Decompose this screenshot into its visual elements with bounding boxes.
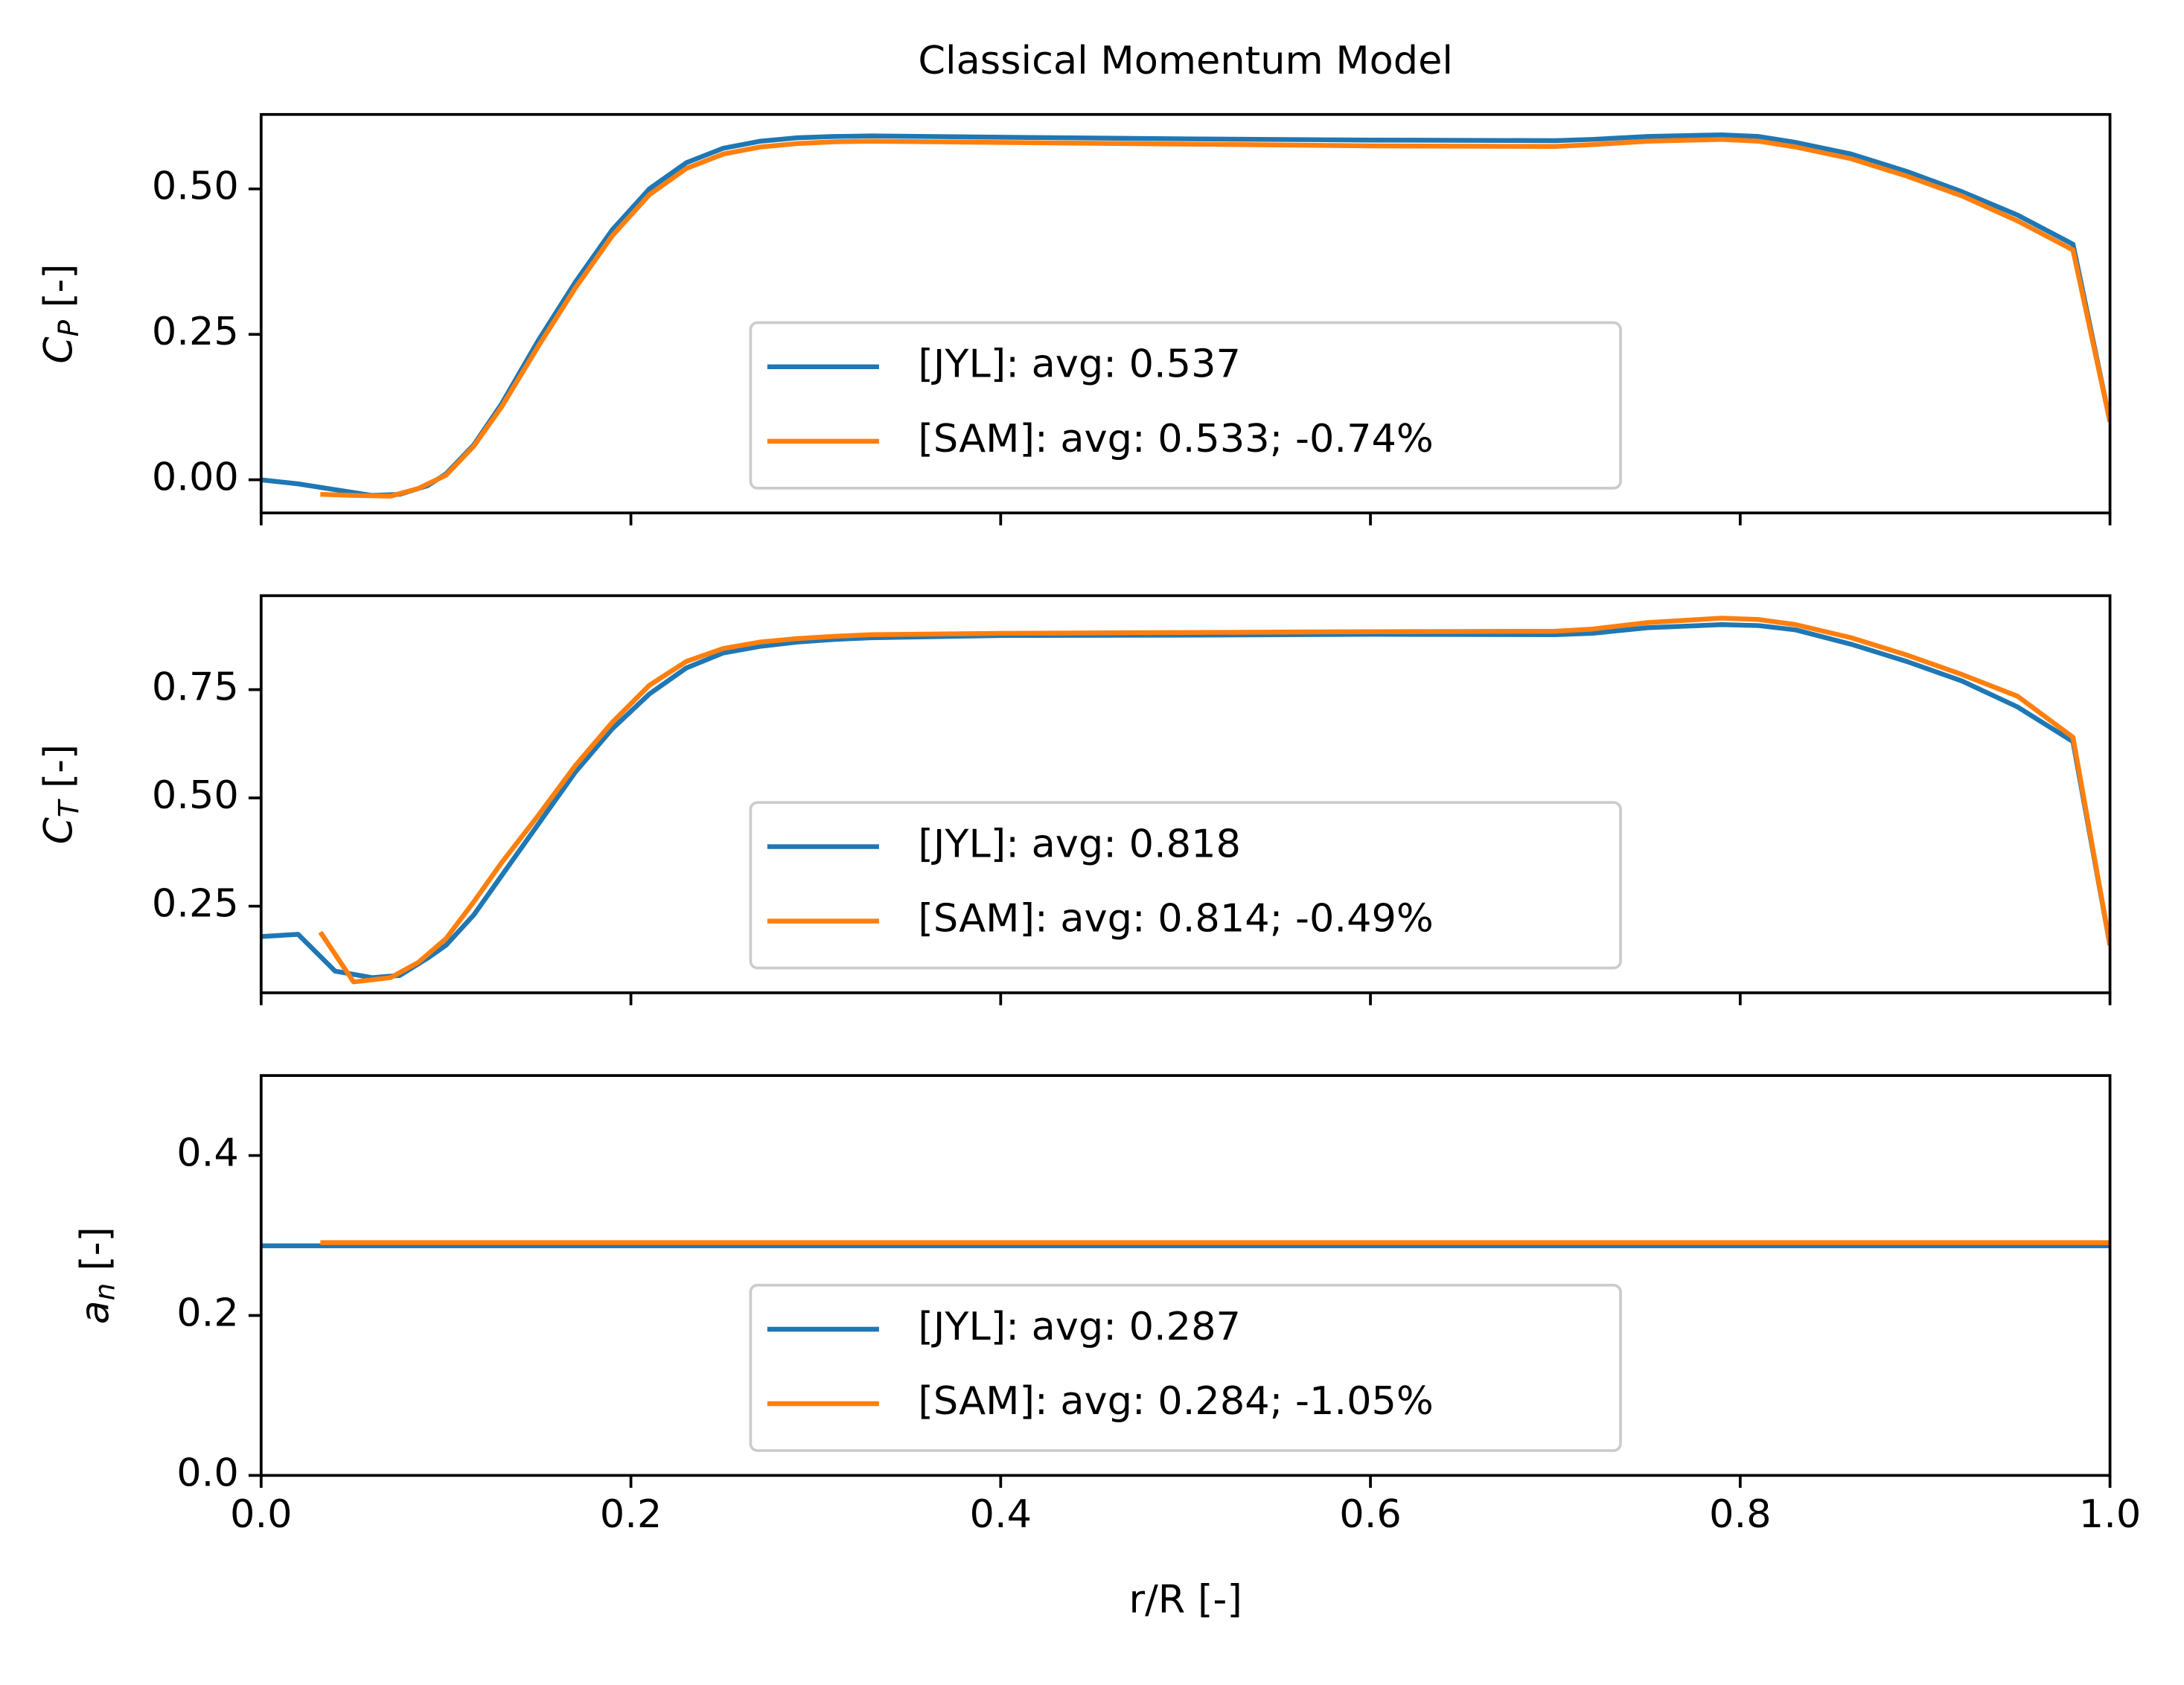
y-axis-label: CP [-] [36, 263, 84, 363]
series-line [320, 137, 2110, 499]
legend-box [749, 801, 1622, 970]
subplot: Classical Momentum Model 0.00 0.25 0.50 CP [… [36, 39, 2112, 525]
legend: [JYL]: avg: 0.537 [SAM]: avg: 0.533; -0.7… [749, 321, 1622, 490]
y-axis-label: an [-] [73, 1227, 121, 1324]
y-tick-label: 0.50 [152, 773, 239, 818]
series-line [261, 622, 2110, 980]
legend-box [749, 1283, 1622, 1452]
legend-label: [JYL]: avg: 0.287 [918, 1305, 1240, 1349]
plot-frame [259, 112, 2112, 515]
legend: [JYL]: avg: 0.818 [SAM]: avg: 0.814; -0.4… [749, 801, 1622, 970]
y-tick-label: 0.00 [152, 455, 239, 500]
y-tick-label: 0.2 [176, 1291, 239, 1336]
plot-frame [259, 1074, 2112, 1477]
legend-box [749, 321, 1622, 490]
x-tick-label: 0.4 [970, 1492, 1032, 1537]
x-tick-label: 0.8 [1709, 1492, 1772, 1537]
x-axis-label: r/R [-] [1128, 1578, 1242, 1622]
x-tick-label: 0.0 [230, 1492, 293, 1537]
x-tick-label: 1.0 [2079, 1492, 2142, 1537]
plot-frame [259, 594, 2112, 994]
chart-title: Classical Momentum Model [918, 39, 1453, 83]
y-tick-label: 0.25 [152, 882, 239, 927]
y-tick-label: 0.50 [152, 164, 239, 209]
subplot: 0.0 0.2 0.4 0.0 0.2 0.4 0.6 0.8 1.0 an [-] r/R [-]… [73, 1074, 2142, 1622]
y-tick-label: 0.0 [176, 1451, 239, 1496]
y-axis-label: CT [-] [36, 744, 84, 845]
subplot: 0.25 0.50 0.75 CT [-] [JYL]: avg: 0.818 [SAM]… [36, 594, 2112, 1005]
legend: [JYL]: avg: 0.287 [SAM]: avg: 0.284; -1.0… [749, 1283, 1622, 1452]
y-tick-label: 0.25 [152, 310, 239, 354]
legend-label: [JYL]: avg: 0.537 [918, 342, 1240, 387]
x-tick-label: 0.2 [600, 1492, 662, 1537]
x-tick-label: 0.6 [1339, 1492, 1402, 1537]
legend-label: [SAM]: avg: 0.284; -1.05% [918, 1379, 1433, 1424]
legend-label: [JYL]: avg: 0.818 [918, 822, 1240, 867]
y-tick-label: 0.75 [152, 665, 239, 710]
legend-label: [SAM]: avg: 0.814; -0.49% [918, 897, 1433, 941]
y-tick-label: 0.4 [176, 1131, 239, 1176]
series-line [318, 616, 2110, 985]
legend-label: [SAM]: avg: 0.533; -0.74% [918, 417, 1433, 461]
